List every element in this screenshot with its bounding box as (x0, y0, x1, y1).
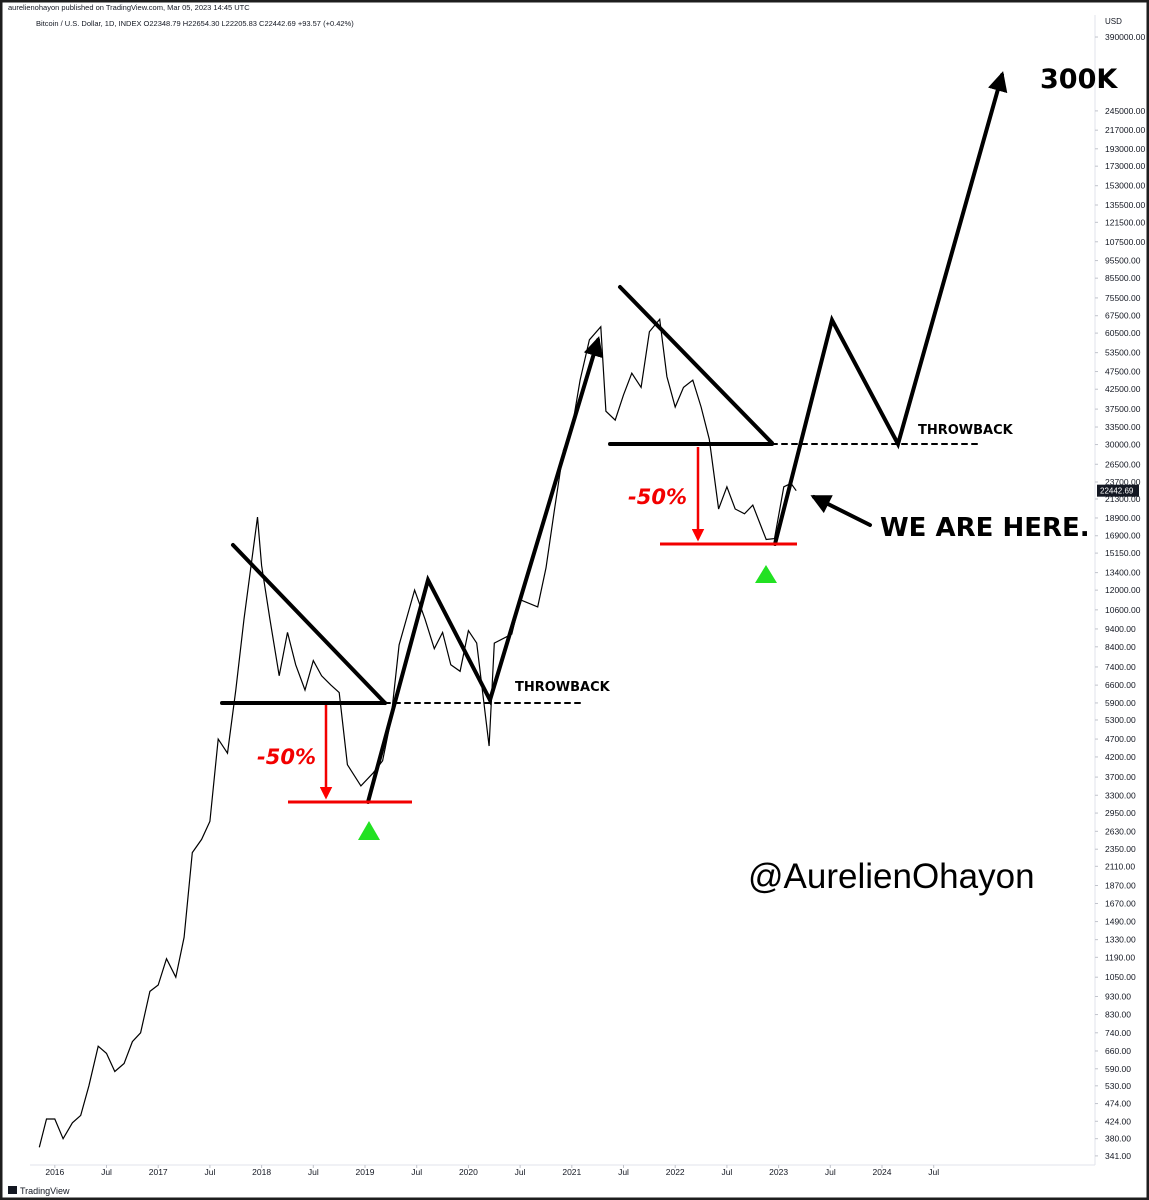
y-tick-label: 530.00 (1105, 1081, 1131, 1091)
x-tick-label: 2023 (769, 1167, 788, 1177)
x-tick-label: 2019 (356, 1167, 375, 1177)
plot-area (38, 317, 797, 1148)
y-tick-label: 37500.00 (1105, 404, 1141, 414)
buy-marker (755, 565, 777, 583)
annotation: WE ARE HERE. (880, 513, 1090, 543)
y-tick-label: 474.00 (1105, 1099, 1131, 1109)
x-tick-label: Jul (618, 1167, 629, 1177)
y-tick-label: 6600.00 (1105, 680, 1136, 690)
brand: TradingView (20, 1186, 70, 1196)
y-tick-label: 42500.00 (1105, 384, 1141, 394)
y-tick-label: 53500.00 (1105, 348, 1141, 358)
x-tick-label: Jul (515, 1167, 526, 1177)
x-tick-label: Jul (204, 1167, 215, 1177)
x-tick-label: 2018 (252, 1167, 271, 1177)
y-tick-label: 60500.00 (1105, 328, 1141, 338)
y-tick-label: 590.00 (1105, 1064, 1131, 1074)
price-line (38, 317, 797, 1148)
y-tick-label: 4200.00 (1105, 752, 1136, 762)
x-tick-label: 2020 (459, 1167, 478, 1177)
x-tick-label: Jul (411, 1167, 422, 1177)
y-tick-label: 245000.00 (1105, 106, 1145, 116)
y-tick-label: 95500.00 (1105, 256, 1141, 266)
y-tick-label: 341.00 (1105, 1151, 1131, 1161)
y-tick-label: 13400.00 (1105, 568, 1141, 578)
y-tick-label: 21300.00 (1105, 494, 1141, 504)
y-tick-label: 217000.00 (1105, 125, 1145, 135)
x-tick-label: 2021 (562, 1167, 581, 1177)
y-tick-label: 380.00 (1105, 1134, 1131, 1144)
x-tick-label: 2022 (666, 1167, 685, 1177)
buy-marker (358, 821, 380, 840)
y-tick-label: 33500.00 (1105, 422, 1141, 432)
last-price-label: 22442.69 (1100, 487, 1134, 496)
last-price-box (1097, 484, 1139, 497)
annotation: -50% (628, 485, 687, 509)
y-tick-label: 2350.00 (1105, 844, 1136, 854)
chart-title: Bitcoin / U.S. Dollar, 1D, INDEX O22348.… (36, 19, 354, 28)
y-tick-label: 424.00 (1105, 1116, 1131, 1126)
x-tick-label: Jul (101, 1167, 112, 1177)
drawings-red (288, 447, 797, 804)
annotation: -50% (257, 745, 316, 769)
y-tick-label: 390000.00 (1105, 32, 1145, 42)
y-tick-label: 2630.00 (1105, 826, 1136, 836)
y-tick-label: 23700.00 (1105, 477, 1141, 487)
y-tick-label: 1670.00 (1105, 898, 1136, 908)
y-tick-label: 930.00 (1105, 991, 1131, 1001)
x-tick-label: Jul (721, 1167, 732, 1177)
annotation: 300K (1040, 64, 1118, 95)
x-tick-label: 2024 (873, 1167, 892, 1177)
x-tick-label: Jul (928, 1167, 939, 1177)
y-tick-label: 3700.00 (1105, 772, 1136, 782)
y-axis-label: USD (1105, 17, 1122, 26)
y-tick-label: 121500.00 (1105, 217, 1145, 227)
annotation: THROWBACK (918, 423, 1014, 438)
x-tick-label: 2017 (149, 1167, 168, 1177)
y-tick-label: 10600.00 (1105, 605, 1141, 615)
y-tick-label: 47500.00 (1105, 367, 1141, 377)
x-tick-label: Jul (825, 1167, 836, 1177)
y-tick-label: 9400.00 (1105, 624, 1136, 634)
y-tick-label: 30000.00 (1105, 440, 1141, 450)
y-tick-label: 15150.00 (1105, 548, 1141, 558)
y-tick-label: 2110.00 (1105, 861, 1135, 871)
y-tick-label: 3300.00 (1105, 790, 1136, 800)
x-tick-label: Jul (308, 1167, 319, 1177)
y-tick-label: 7400.00 (1105, 662, 1136, 672)
y-tick-label: 8400.00 (1105, 642, 1136, 652)
y-tick-label: 4700.00 (1105, 734, 1136, 744)
y-tick-label: 5300.00 (1105, 715, 1136, 725)
y-tick-label: 660.00 (1105, 1046, 1131, 1056)
y-tick-label: 107500.00 (1105, 237, 1145, 247)
y-tick-label: 173000.00 (1105, 161, 1145, 171)
y-tick-label: 26500.00 (1105, 459, 1141, 469)
logo-icon (8, 1186, 17, 1194)
y-tick-label: 193000.00 (1105, 144, 1145, 154)
y-tick-label: 830.00 (1105, 1010, 1131, 1020)
annotation: THROWBACK (515, 680, 611, 695)
y-tick-label: 12000.00 (1105, 585, 1141, 595)
publisher: aurelienohayon published on TradingView.… (8, 3, 250, 12)
y-tick-label: 1490.00 (1105, 917, 1136, 927)
y-tick-label: 75500.00 (1105, 293, 1141, 303)
y-tick-label: 18900.00 (1105, 513, 1141, 523)
x-tick-label: 2016 (45, 1167, 64, 1177)
drawings (220, 71, 1008, 804)
y-tick-label: 135500.00 (1105, 200, 1145, 210)
y-tick-label: 1870.00 (1105, 881, 1136, 891)
y-tick-label: 740.00 (1105, 1028, 1131, 1038)
y-tick-label: 1190.00 (1105, 952, 1135, 962)
y-tick-label: 1050.00 (1105, 972, 1136, 982)
y-tick-label: 1330.00 (1105, 935, 1136, 945)
y-tick-label: 153000.00 (1105, 181, 1145, 191)
y-tick-label: 16900.00 (1105, 531, 1141, 541)
y-tick-label: 2950.00 (1105, 808, 1136, 818)
watermark: @AurelienOhayon (748, 857, 1035, 896)
y-tick-label: 5900.00 (1105, 698, 1136, 708)
y-tick-label: 67500.00 (1105, 311, 1141, 321)
y-tick-label: 85500.00 (1105, 273, 1141, 283)
